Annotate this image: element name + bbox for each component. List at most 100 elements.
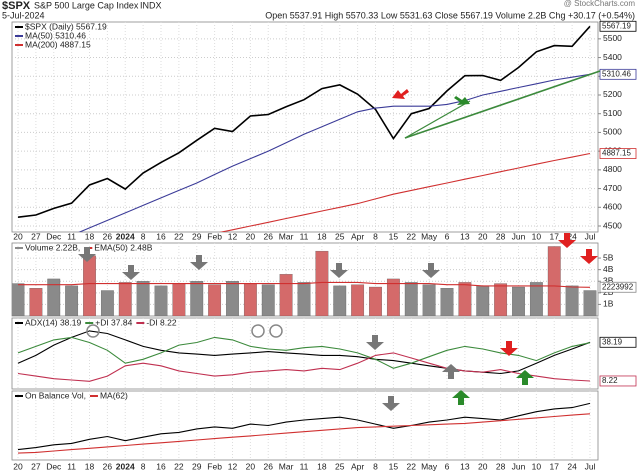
x-tick-label: 26 — [264, 461, 274, 471]
annotations — [78, 70, 601, 411]
trendline — [404, 100, 471, 139]
y-tick-label: 4800 — [603, 164, 622, 174]
date: 5-Jul-2024 — [2, 10, 45, 20]
x-tick-label: 20 — [478, 461, 488, 471]
x-tick-label: 24 — [567, 461, 577, 471]
volume-bar — [458, 282, 472, 316]
x-tick-label: Jun — [512, 461, 526, 471]
volume-bar — [440, 288, 454, 316]
x-tick-label: 11 — [300, 231, 309, 241]
y-tick-label: 3B — [603, 275, 614, 285]
x-tick-label: 22 — [174, 461, 184, 471]
x-tick-label: 16 — [156, 461, 166, 471]
end-label: 4887.15 — [602, 149, 631, 158]
x-tick-label: Dec — [46, 461, 62, 471]
volume-bar — [279, 274, 293, 316]
x-tick-label: Dec — [46, 231, 62, 241]
x-tick-label: 29 — [192, 231, 202, 241]
x-tick-label: 18 — [85, 231, 95, 241]
x-tick-label: 8 — [373, 461, 378, 471]
x-tick-label: 29 — [192, 461, 202, 471]
x-tick-label: 2024 — [116, 231, 135, 241]
annotation: 2223992 — [602, 282, 634, 291]
volume-bar — [29, 288, 43, 316]
x-tick-label: 17 — [550, 461, 560, 471]
volume-bar — [100, 290, 114, 316]
x-tick-label: 24 — [567, 231, 577, 241]
buy-arrow — [454, 96, 470, 105]
legend-label: Volume 2.22B, — [25, 242, 80, 252]
volume-arrow — [78, 247, 96, 262]
y-tick-label: 5200 — [603, 89, 622, 99]
x-tick-label: 18 — [85, 461, 95, 471]
adx-arrow — [500, 341, 518, 356]
series-line — [17, 402, 591, 451]
x-tick-label: 25 — [335, 461, 345, 471]
obv-arrow — [452, 390, 470, 405]
x-tick-label: 10 — [532, 231, 542, 241]
volume-arrow — [330, 263, 348, 278]
x-tick-label: 20 — [13, 231, 23, 241]
volume-bar — [208, 284, 222, 316]
x-tick-label: 11 — [67, 231, 76, 241]
highlight-circle — [251, 324, 265, 338]
highlight-circle — [269, 324, 283, 338]
y-tick-label: 5100 — [603, 108, 622, 118]
x-tick-label: 10 — [532, 461, 542, 471]
volume-arrow — [190, 255, 208, 270]
x-tick-label: 18 — [317, 461, 327, 471]
volume-arrow — [422, 263, 440, 278]
x-tick-label: Jul — [585, 461, 596, 471]
y-tick-label: 5400 — [603, 52, 622, 62]
y-tick-label: 5500 — [603, 33, 622, 43]
volume-bar — [386, 278, 400, 316]
quote: Open 5537.91 High 5570.33 Low 5531.63 Cl… — [265, 10, 635, 20]
volume-bar — [583, 290, 597, 316]
x-tick-label: 22 — [407, 231, 417, 241]
annotation-box — [599, 281, 637, 293]
x-tick-label: 26 — [103, 231, 113, 241]
x-tick-label: 8 — [373, 231, 378, 241]
volume-bar — [333, 285, 347, 316]
x-tick-label: 18 — [317, 231, 327, 241]
series-line — [17, 25, 591, 218]
x-tick-label: 20 — [13, 461, 23, 471]
x-tick-label: 17 — [550, 231, 560, 241]
end-label: 5310.46 — [602, 69, 631, 78]
volume-bar — [297, 282, 311, 316]
trendline — [404, 70, 601, 139]
end-label: 5567.19 — [602, 21, 631, 30]
x-tick-label: 6 — [445, 231, 450, 241]
x-tick-label: 6 — [445, 461, 450, 471]
y-tick-label: 1B — [603, 299, 614, 309]
legend-label: ADX(14) 38.19 — [25, 317, 81, 327]
x-tick-label: 20 — [246, 231, 256, 241]
x-tick-label: May — [421, 231, 438, 241]
adx-arrow — [366, 335, 384, 350]
x-tick-label: 26 — [264, 231, 274, 241]
end-label: 38.19 — [602, 337, 623, 346]
series-group — [17, 402, 591, 454]
volume-arrow — [558, 233, 576, 248]
x-tick-label: 26 — [103, 461, 113, 471]
volume-bar — [118, 282, 132, 316]
volume-bar — [565, 285, 579, 316]
x-tick-label: Mar — [279, 461, 294, 471]
series-group — [17, 25, 591, 232]
legend-label: MA(50) 5310.46 — [25, 30, 86, 40]
volume-bar — [136, 281, 150, 316]
y-tick-label: 4B — [603, 264, 614, 274]
legend-label: EMA(50) 2.48B — [94, 242, 152, 252]
volume-arrow — [580, 249, 598, 264]
x-tick-label: 25 — [335, 231, 345, 241]
x-tick-label: Mar — [279, 231, 294, 241]
end-label-box — [599, 68, 637, 80]
credit: @ StockCharts.com — [564, 0, 636, 8]
volume-bar — [154, 285, 168, 316]
panel-frame — [11, 317, 599, 390]
end-label: 8.22 — [602, 376, 618, 385]
x-tick-label: 28 — [496, 461, 506, 471]
series-line — [17, 413, 591, 454]
legend-label: -DI 8.22 — [146, 317, 177, 327]
